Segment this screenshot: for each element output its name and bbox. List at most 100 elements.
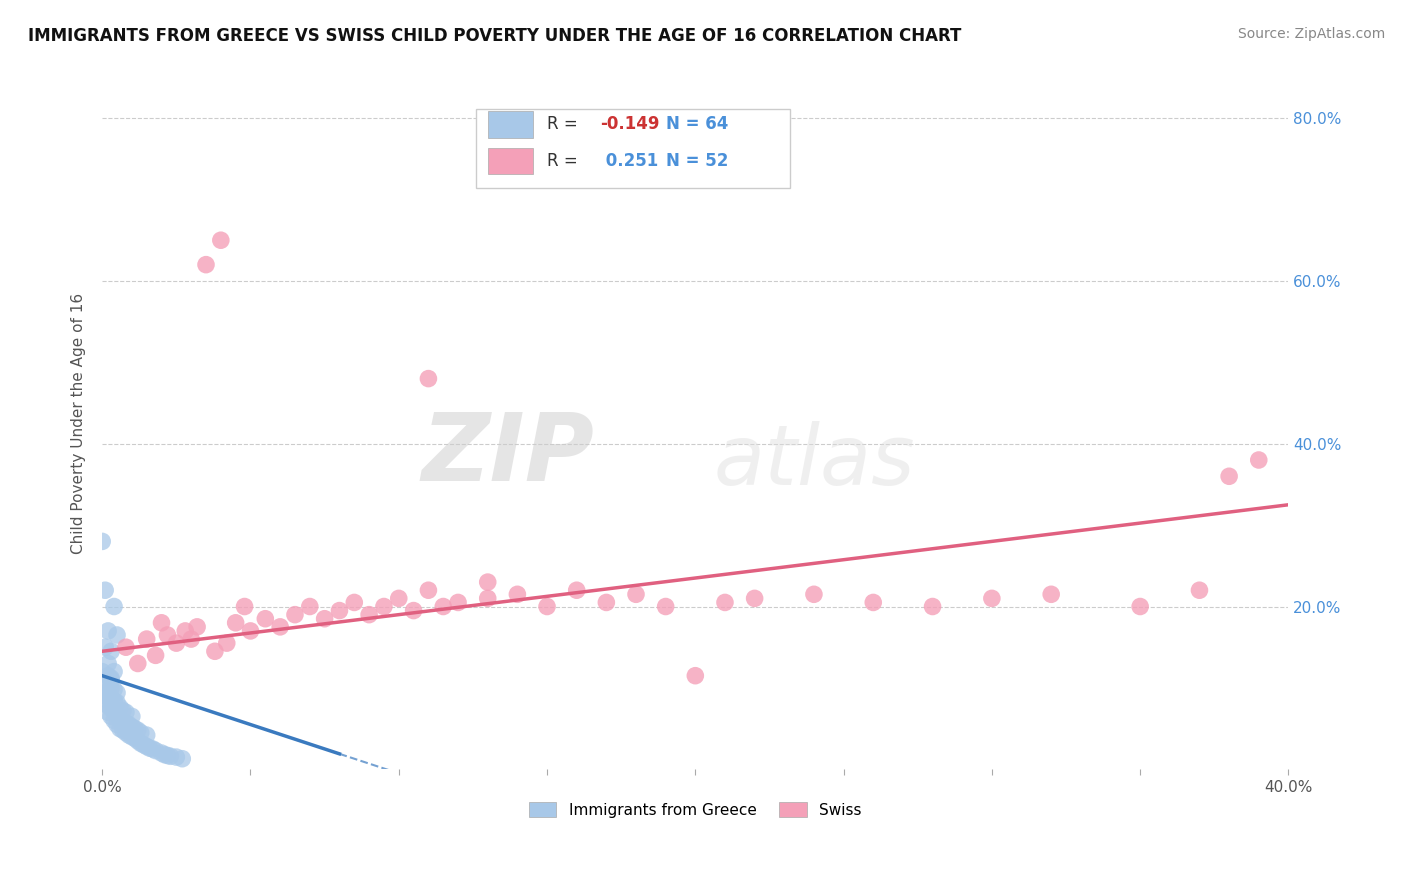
Point — [254, 612, 277, 626]
Point — [135, 739, 157, 754]
Point — [1188, 583, 1211, 598]
Point — [195, 258, 218, 272]
Point — [94, 640, 117, 655]
Point — [129, 736, 152, 750]
Point — [1218, 469, 1240, 483]
Point — [343, 595, 366, 609]
Text: N = 52: N = 52 — [665, 153, 728, 170]
Point — [127, 734, 149, 748]
Point — [180, 632, 202, 646]
Point — [100, 681, 122, 695]
Point — [100, 701, 122, 715]
FancyBboxPatch shape — [488, 148, 533, 174]
Point — [156, 748, 179, 763]
Point — [418, 583, 440, 598]
Text: R =: R = — [547, 115, 583, 134]
Text: -0.149: -0.149 — [600, 115, 659, 134]
Legend: Immigrants from Greece, Swiss: Immigrants from Greece, Swiss — [523, 796, 868, 824]
Point — [124, 731, 146, 746]
Point — [111, 723, 134, 738]
Point — [97, 706, 120, 720]
Point — [233, 599, 256, 614]
Text: R =: R = — [547, 153, 583, 170]
Point — [215, 636, 238, 650]
Point — [132, 738, 155, 752]
Point — [103, 665, 125, 679]
Point — [862, 595, 884, 609]
Point — [91, 681, 114, 695]
Point — [685, 669, 707, 683]
Point — [97, 693, 120, 707]
Point — [921, 599, 943, 614]
Point — [174, 624, 197, 638]
Point — [402, 604, 425, 618]
Point — [654, 599, 676, 614]
Point — [145, 648, 167, 663]
Point — [103, 714, 125, 728]
Text: IMMIGRANTS FROM GREECE VS SWISS CHILD POVERTY UNDER THE AGE OF 16 CORRELATION CH: IMMIGRANTS FROM GREECE VS SWISS CHILD PO… — [28, 27, 962, 45]
Point — [172, 752, 194, 766]
Point — [127, 657, 149, 671]
Point — [118, 728, 141, 742]
Point — [94, 697, 117, 711]
Point — [225, 615, 247, 630]
Point — [115, 725, 138, 739]
Point — [624, 587, 647, 601]
Point — [204, 644, 226, 658]
Point — [373, 599, 395, 614]
Point — [744, 591, 766, 606]
Point — [105, 717, 128, 731]
Point — [153, 747, 176, 762]
FancyBboxPatch shape — [475, 109, 790, 188]
Point — [1129, 599, 1152, 614]
Point — [595, 595, 617, 609]
Point — [1040, 587, 1063, 601]
Point — [103, 599, 125, 614]
Point — [150, 746, 173, 760]
Point — [100, 644, 122, 658]
Point — [105, 696, 128, 710]
Point — [103, 704, 125, 718]
Point — [94, 673, 117, 687]
FancyBboxPatch shape — [488, 112, 533, 137]
Point — [432, 599, 454, 614]
Point — [108, 700, 131, 714]
Point — [269, 620, 291, 634]
Point — [142, 742, 165, 756]
Point — [121, 709, 143, 723]
Point — [100, 709, 122, 723]
Point — [477, 575, 499, 590]
Point — [127, 723, 149, 738]
Point — [477, 591, 499, 606]
Point — [118, 717, 141, 731]
Point — [506, 587, 529, 601]
Point — [121, 730, 143, 744]
Point — [100, 673, 122, 687]
Point — [447, 595, 470, 609]
Point — [980, 591, 1002, 606]
Text: ZIP: ZIP — [422, 409, 595, 500]
Point — [111, 704, 134, 718]
Point — [115, 715, 138, 730]
Point — [209, 233, 232, 247]
Point — [97, 657, 120, 671]
Point — [105, 686, 128, 700]
Text: atlas: atlas — [713, 421, 915, 502]
Point — [156, 628, 179, 642]
Point — [359, 607, 381, 622]
Point — [108, 712, 131, 726]
Point — [135, 728, 157, 742]
Point — [536, 599, 558, 614]
Text: 0.251: 0.251 — [600, 153, 658, 170]
Point — [124, 722, 146, 736]
Point — [94, 583, 117, 598]
Point — [328, 604, 350, 618]
Point — [186, 620, 208, 634]
Point — [145, 743, 167, 757]
Point — [129, 725, 152, 739]
Point — [714, 595, 737, 609]
Point — [121, 720, 143, 734]
Point — [418, 371, 440, 385]
Point — [298, 599, 321, 614]
Y-axis label: Child Poverty Under the Age of 16: Child Poverty Under the Age of 16 — [72, 293, 86, 554]
